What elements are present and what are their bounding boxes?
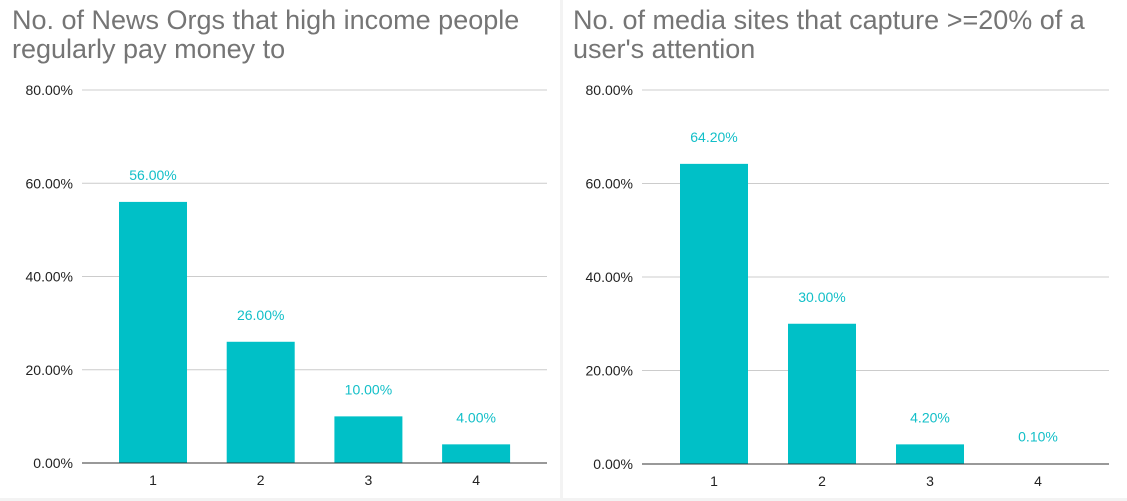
- data-label: 26.00%: [237, 307, 284, 323]
- data-label: 0.10%: [1018, 429, 1058, 445]
- chart-1-svg: 0.00% 20.00% 40.00% 60.00% 80.00% 56.00% 1 26.0…: [26, 82, 547, 488]
- y-tick-label: 0.00%: [593, 456, 633, 472]
- x-tick-label: 3: [365, 472, 373, 488]
- x-tick-label: 2: [818, 473, 826, 489]
- y-tick-label: 40.00%: [586, 269, 633, 285]
- x-tick-label: 1: [149, 472, 157, 488]
- x-tick-label: 2: [257, 472, 265, 488]
- y-tick-label: 20.00%: [26, 362, 73, 378]
- y-tick-label: 80.00%: [586, 82, 633, 98]
- data-label: 10.00%: [345, 381, 392, 397]
- y-tick-label: 60.00%: [26, 175, 73, 191]
- y-tick-label: 60.00%: [586, 176, 633, 192]
- x-tick-label: 4: [472, 472, 480, 488]
- bar-3: [334, 416, 403, 463]
- chart-title-1: No. of News Orgs that high income people…: [12, 5, 520, 64]
- y-tick-label: 20.00%: [586, 363, 633, 379]
- chart-panel-2: No. of media sites that capture >=20% of…: [563, 0, 1127, 498]
- y-tick-label: 40.00%: [26, 269, 73, 285]
- chart-panel-1: No. of News Orgs that high income people…: [0, 0, 560, 498]
- data-label: 4.20%: [910, 409, 950, 425]
- data-label: 64.20%: [690, 129, 737, 145]
- bar-2: [226, 341, 295, 463]
- y-tick-label: 80.00%: [26, 82, 73, 98]
- data-label: 30.00%: [798, 289, 845, 305]
- bar-1: [119, 201, 187, 463]
- chart-2-svg: 0.00% 20.00% 40.00% 60.00% 80.00% 64.20% 1 30.0…: [586, 82, 1109, 489]
- bar-4: [442, 444, 511, 463]
- y-tick-label: 0.00%: [33, 455, 73, 471]
- bar-2: [788, 323, 856, 464]
- x-tick-label: 3: [926, 473, 934, 489]
- bar-3: [896, 444, 964, 464]
- x-tick-label: 4: [1034, 473, 1042, 489]
- bar-1: [680, 163, 748, 465]
- x-tick-label: 1: [710, 473, 718, 489]
- data-label: 4.00%: [456, 409, 496, 425]
- data-label: 56.00%: [129, 167, 176, 183]
- chart-title-2: No. of media sites that capture >=20% of…: [573, 5, 1085, 64]
